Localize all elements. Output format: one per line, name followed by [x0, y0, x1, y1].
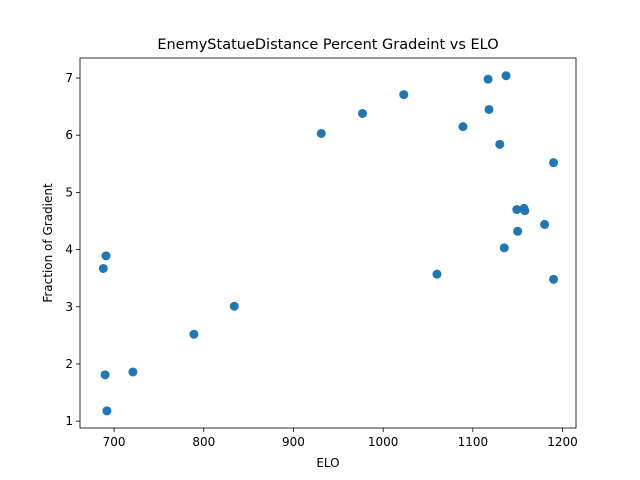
plot-area: 700 800 900 1000 1100 1200 1 2 3 4 5 6 7: [65, 57, 578, 449]
x-axis-label: ELO: [316, 456, 339, 470]
data-point: [98, 263, 108, 273]
y-axis-label: Fraction of Gradient: [41, 183, 55, 303]
y-tick-label: 1: [65, 414, 73, 428]
data-point: [520, 206, 530, 216]
data-point: [549, 158, 559, 168]
data-point: [512, 205, 522, 215]
x-tick-label: 700: [103, 435, 126, 449]
x-tick-label: 900: [282, 435, 305, 449]
data-point: [495, 139, 505, 149]
data-point: [513, 226, 523, 236]
data-point: [484, 104, 494, 114]
data-point: [499, 243, 509, 253]
y-tick-label: 6: [65, 128, 73, 142]
x-tick-label: 1200: [547, 435, 578, 449]
data-point: [102, 406, 112, 416]
data-point: [501, 71, 511, 81]
data-point: [540, 219, 550, 229]
y-tick-label: 5: [65, 185, 73, 199]
data-point: [101, 251, 111, 261]
y-tick-label: 7: [65, 71, 73, 85]
axes-frame: [79, 57, 577, 429]
data-point: [128, 367, 138, 377]
data-point: [549, 274, 559, 284]
chart-title: EnemyStatueDistance Percent Gradeint vs …: [157, 37, 498, 53]
data-point: [358, 108, 368, 118]
y-tick-label: 2: [65, 357, 73, 371]
data-point: [399, 90, 409, 100]
data-point: [458, 122, 468, 132]
data-point: [100, 370, 110, 380]
x-tick-label: 1100: [458, 435, 489, 449]
y-tick-label: 3: [65, 300, 73, 314]
data-point: [229, 301, 239, 311]
data-point: [316, 128, 326, 138]
x-tick-label: 800: [192, 435, 215, 449]
data-point: [189, 329, 199, 339]
y-tick-label: 4: [65, 243, 73, 257]
x-tick-label: 1000: [368, 435, 399, 449]
data-point: [432, 269, 442, 279]
data-point: [483, 74, 493, 84]
